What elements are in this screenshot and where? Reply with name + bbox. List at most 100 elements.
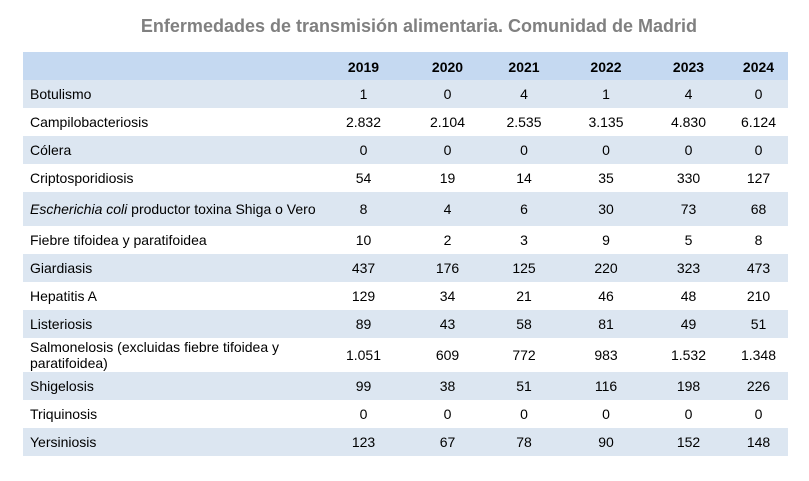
cell-value: 81 <box>598 316 614 332</box>
disease-name: Botulismo <box>30 86 92 102</box>
table-row: Fiebre tifoidea y paratifoidea 10 2 3 9 … <box>23 226 788 254</box>
cell-value: 90 <box>598 434 614 450</box>
cell-value: 8 <box>359 201 368 217</box>
disease-name-rest: productor toxina Shiga o Vero <box>127 201 316 217</box>
cell-value: 0 <box>754 86 763 102</box>
cell-value: 323 <box>676 260 701 276</box>
cell-value: 6.124 <box>740 114 777 130</box>
cell-value: 1.348 <box>740 347 777 363</box>
cell-value: 2 <box>443 232 452 248</box>
header-year: 2024 <box>742 59 775 75</box>
disease-name: Salmonelosis (excluidas fiebre tifoidea … <box>30 339 280 371</box>
table-row: Shigelosis 99 38 51 116 198 226 <box>23 372 788 400</box>
cell-value: 58 <box>516 316 532 332</box>
header-year: 2020 <box>431 59 464 75</box>
cell-value: 0 <box>684 142 693 158</box>
cell-value: 46 <box>598 288 614 304</box>
cell-value: 772 <box>512 347 536 363</box>
cell-value: 54 <box>355 170 372 186</box>
cell-value: 51 <box>516 378 532 394</box>
cell-value: 10 <box>355 232 372 248</box>
cell-value: 1.051 <box>345 347 382 363</box>
cell-value: 3 <box>520 232 528 248</box>
cell-value: 220 <box>594 260 618 276</box>
cell-value: 35 <box>598 170 614 186</box>
disease-name: Shigelosis <box>30 378 94 394</box>
cell-value: 51 <box>750 316 767 332</box>
cell-value: 0 <box>754 142 763 158</box>
cell-value: 125 <box>512 260 536 276</box>
disease-table: 2019 2020 2021 2022 2023 2024 Botulismo … <box>23 52 788 456</box>
disease-name-italic: Escherichia coli <box>30 201 128 217</box>
header-year: 2022 <box>590 59 622 75</box>
disease-name: Escherichia coli productor toxina Shiga … <box>23 192 316 226</box>
disease-name: Cólera <box>30 142 72 158</box>
cell-value: 21 <box>516 288 532 304</box>
cell-value: 330 <box>676 170 701 186</box>
header-year: 2019 <box>347 59 380 75</box>
cell-value: 78 <box>516 434 532 450</box>
cell-value: 473 <box>746 260 771 276</box>
cell-value: 2.535 <box>506 114 542 130</box>
cell-value: 0 <box>443 86 452 102</box>
cell-value: 9 <box>602 232 610 248</box>
cell-value: 210 <box>746 288 771 304</box>
cell-value: 89 <box>355 316 372 332</box>
cell-value: 38 <box>439 378 456 394</box>
table-row: Campilobacteriosis 2.832 2.104 2.535 3.1… <box>23 108 788 136</box>
disease-name: Criptosporidiosis <box>30 170 134 186</box>
cell-value: 8 <box>754 232 763 248</box>
table-row: Escherichia coli productor toxina Shiga … <box>23 192 788 226</box>
cell-value: 116 <box>594 378 618 394</box>
cell-value: 73 <box>680 201 697 217</box>
cell-value: 226 <box>746 378 771 394</box>
cell-value: 609 <box>435 347 460 363</box>
cell-value: 34 <box>439 288 456 304</box>
disease-name: Fiebre tifoidea y paratifoidea <box>30 232 207 248</box>
disease-name: Listeriosis <box>30 316 93 332</box>
table-row: Yersiniosis 123 67 78 90 152 148 <box>23 428 788 456</box>
header-name <box>23 52 316 80</box>
disease-name: Yersiniosis <box>30 434 97 450</box>
cell-value: 198 <box>676 378 701 394</box>
disease-name: Triquinosis <box>30 406 98 422</box>
table-row: Cólera 0 0 0 0 0 0 <box>23 136 788 164</box>
table-row: Criptosporidiosis 54 19 14 35 330 127 <box>23 164 788 192</box>
cell-value: 0 <box>684 406 693 422</box>
table-row: Botulismo 1 0 4 1 4 0 <box>23 80 788 108</box>
cell-value: 0 <box>520 142 528 158</box>
table-row: Giardiasis 437 176 125 220 323 473 <box>23 254 788 282</box>
cell-value: 48 <box>680 288 697 304</box>
cell-value: 176 <box>435 260 460 276</box>
cell-value: 4 <box>443 201 452 217</box>
table-row: Listeriosis 89 43 58 81 49 51 <box>23 310 788 338</box>
cell-value: 123 <box>351 434 376 450</box>
cell-value: 0 <box>602 142 610 158</box>
cell-value: 5 <box>684 232 693 248</box>
cell-value: 0 <box>520 406 528 422</box>
cell-value: 4 <box>520 86 528 102</box>
table-row: Hepatitis A 129 34 21 46 48 210 <box>23 282 788 310</box>
header-row: 2019 2020 2021 2022 2023 2024 <box>23 52 788 80</box>
cell-value: 127 <box>746 170 771 186</box>
cell-value: 0 <box>602 406 610 422</box>
header-year: 2021 <box>508 59 540 75</box>
table-row: Triquinosis 0 0 0 0 0 0 <box>23 400 788 428</box>
cell-value: 3.135 <box>588 114 624 130</box>
cell-value: 0 <box>443 142 452 158</box>
cell-value: 1.532 <box>670 347 707 363</box>
disease-name: Hepatitis A <box>30 288 97 304</box>
header-year: 2023 <box>672 59 705 75</box>
cell-value: 152 <box>676 434 701 450</box>
cell-value: 983 <box>594 347 618 363</box>
cell-value: 43 <box>439 316 456 332</box>
cell-value: 4 <box>684 86 693 102</box>
cell-value: 14 <box>516 170 532 186</box>
disease-name: Giardiasis <box>30 260 93 276</box>
cell-value: 19 <box>439 170 456 186</box>
cell-value: 68 <box>750 201 767 217</box>
table-title: Enfermedades de transmisión alimentaria.… <box>140 16 698 36</box>
cell-value: 0 <box>754 406 763 422</box>
cell-value: 1 <box>602 86 610 102</box>
cell-value: 129 <box>351 288 376 304</box>
